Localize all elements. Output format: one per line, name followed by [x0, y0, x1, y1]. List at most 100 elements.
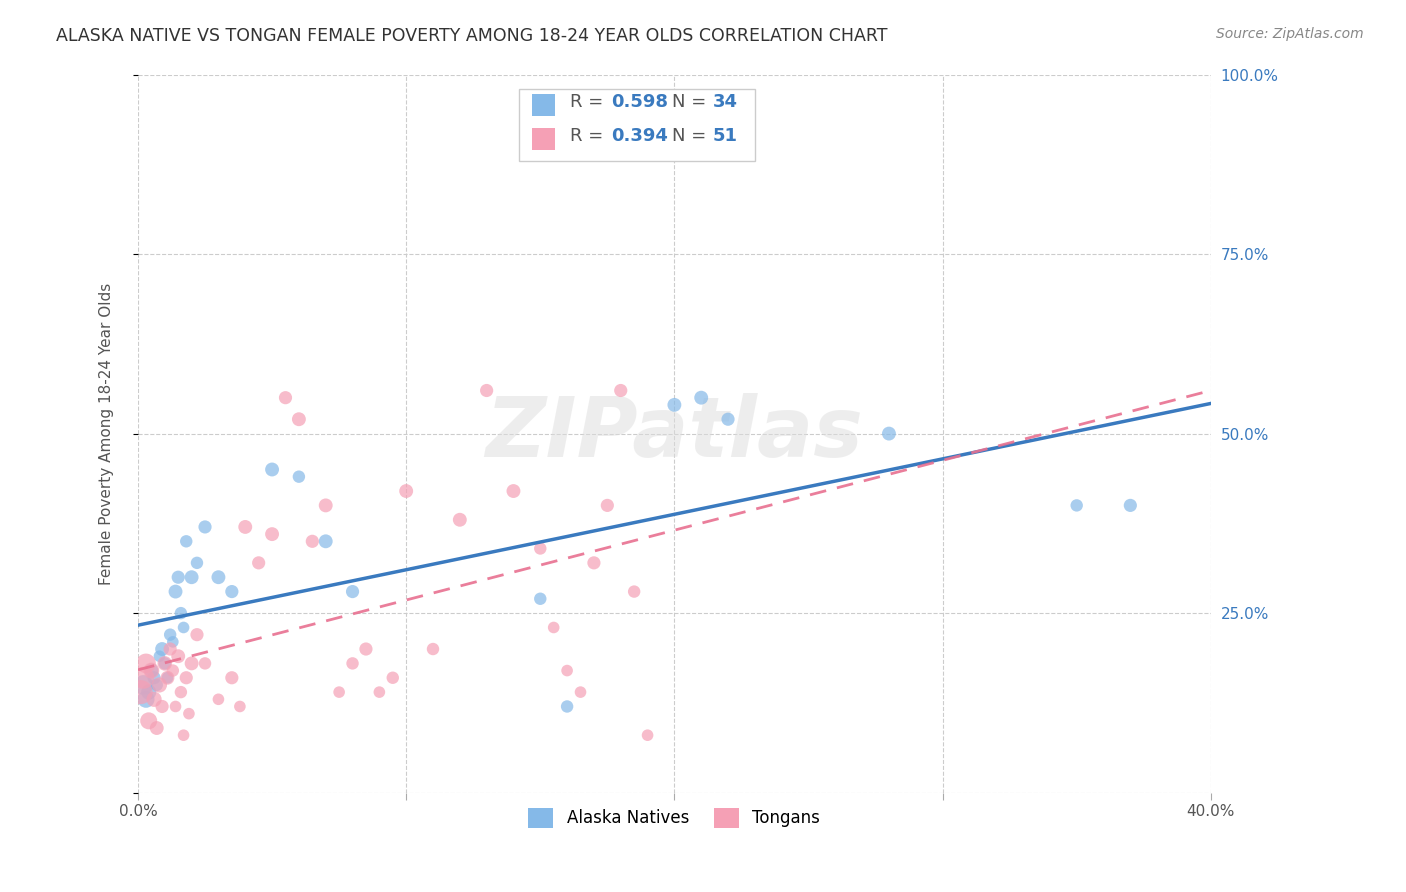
Point	[177, 706, 200, 721]
Point	[153, 657, 176, 671]
Point	[207, 570, 229, 584]
Point	[221, 671, 243, 685]
Point	[229, 699, 252, 714]
Point	[395, 483, 418, 498]
Point	[529, 591, 551, 606]
Point	[145, 678, 167, 692]
Point	[156, 671, 179, 685]
Point	[173, 728, 195, 742]
FancyBboxPatch shape	[531, 128, 555, 150]
Point	[132, 671, 155, 685]
Point	[664, 398, 686, 412]
Point	[143, 692, 166, 706]
Point	[141, 664, 163, 678]
Point	[165, 584, 187, 599]
Point	[247, 556, 270, 570]
Point	[170, 606, 193, 620]
Point	[156, 671, 179, 685]
Point	[381, 671, 404, 685]
Point	[180, 657, 202, 671]
Text: ALASKA NATIVE VS TONGAN FEMALE POVERTY AMONG 18-24 YEAR OLDS CORRELATION CHART: ALASKA NATIVE VS TONGAN FEMALE POVERTY A…	[56, 27, 887, 45]
Text: 0.394: 0.394	[612, 127, 668, 145]
Text: 51: 51	[713, 127, 738, 145]
Point	[145, 721, 167, 735]
Point	[555, 699, 578, 714]
Point	[180, 570, 202, 584]
Text: N =: N =	[672, 93, 713, 112]
Point	[207, 692, 229, 706]
Text: 34: 34	[713, 93, 738, 112]
Point	[135, 657, 157, 671]
Point	[582, 556, 605, 570]
FancyBboxPatch shape	[531, 94, 555, 116]
Point	[609, 384, 631, 398]
Point	[138, 714, 160, 728]
Point	[167, 570, 190, 584]
Point	[637, 728, 659, 742]
Point	[274, 391, 297, 405]
Point	[569, 685, 592, 699]
Point	[129, 685, 152, 699]
Point	[148, 649, 170, 664]
Point	[162, 635, 184, 649]
Point	[368, 685, 391, 699]
Point	[449, 513, 471, 527]
Point	[262, 462, 284, 476]
Point	[301, 534, 323, 549]
Point	[186, 628, 208, 642]
Text: Source: ZipAtlas.com: Source: ZipAtlas.com	[1216, 27, 1364, 41]
Point	[262, 527, 284, 541]
Text: R =: R =	[571, 93, 609, 112]
Point	[141, 664, 163, 678]
Point	[135, 692, 157, 706]
Point	[1119, 499, 1142, 513]
Point	[555, 664, 578, 678]
Point	[174, 534, 197, 549]
Point	[150, 642, 173, 657]
Point	[315, 499, 337, 513]
Point	[543, 620, 565, 634]
Point	[328, 685, 350, 699]
Point	[194, 520, 217, 534]
Point	[1066, 499, 1088, 513]
Point	[422, 642, 444, 657]
Point	[165, 699, 187, 714]
Point	[315, 534, 337, 549]
Point	[159, 642, 181, 657]
Point	[150, 699, 173, 714]
Point	[502, 483, 524, 498]
Point	[159, 628, 181, 642]
Point	[529, 541, 551, 556]
Text: R =: R =	[571, 127, 609, 145]
Legend: Alaska Natives, Tongans: Alaska Natives, Tongans	[522, 801, 827, 835]
Point	[354, 642, 377, 657]
Point	[288, 469, 311, 483]
Point	[138, 685, 160, 699]
Point	[132, 678, 155, 692]
Point	[186, 556, 208, 570]
Point	[623, 584, 645, 599]
Point	[475, 384, 498, 398]
Point	[194, 657, 217, 671]
Point	[596, 499, 619, 513]
Point	[690, 391, 713, 405]
Point	[877, 426, 900, 441]
Point	[153, 657, 176, 671]
FancyBboxPatch shape	[519, 89, 755, 161]
Point	[342, 584, 364, 599]
Point	[148, 678, 170, 692]
Point	[162, 664, 184, 678]
Point	[173, 620, 195, 634]
Text: 0.598: 0.598	[612, 93, 668, 112]
Point	[174, 671, 197, 685]
Point	[288, 412, 311, 426]
Text: N =: N =	[672, 127, 713, 145]
Y-axis label: Female Poverty Among 18-24 Year Olds: Female Poverty Among 18-24 Year Olds	[100, 283, 114, 585]
Text: ZIPatlas: ZIPatlas	[485, 393, 863, 474]
Point	[342, 657, 364, 671]
Point	[143, 671, 166, 685]
Point	[221, 584, 243, 599]
Point	[233, 520, 256, 534]
Point	[717, 412, 740, 426]
Point	[170, 685, 193, 699]
